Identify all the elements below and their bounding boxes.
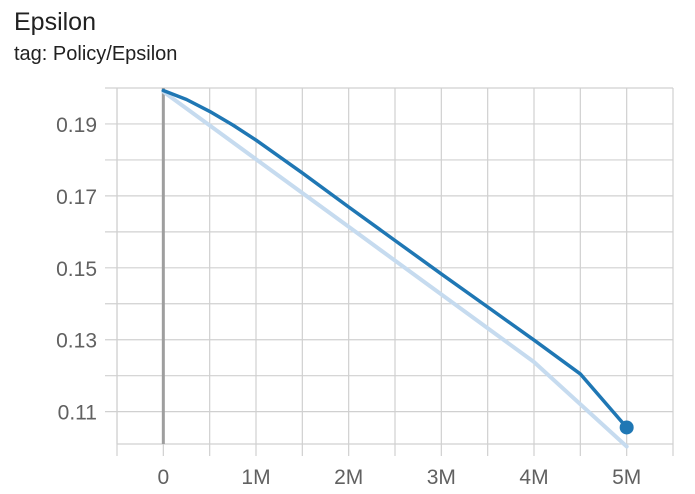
x-tick-label: 4M: [519, 466, 548, 489]
x-tick-label: 0: [157, 466, 169, 489]
y-tick-label: 0.17: [56, 186, 97, 209]
tick-labels: 0 1M 2M 3M 4M 5M 0.11 0.13 0.15 0.17 0.19: [56, 114, 641, 489]
chart-tag: tag: Policy/Epsilon: [14, 43, 178, 65]
chart-title: Epsilon: [14, 8, 96, 36]
x-tick-label: 3M: [427, 466, 456, 489]
x-tick-label: 2M: [334, 466, 363, 489]
x-tick-label: 1M: [241, 466, 270, 489]
y-tick-label: 0.11: [58, 402, 97, 425]
series-line-raw: [161, 89, 629, 449]
series-line-smoothed: [161, 88, 629, 430]
series-lines: [161, 88, 634, 449]
axes: [116, 88, 673, 445]
y-tick-label: 0.19: [56, 114, 97, 137]
x-tick-label: 5M: [612, 466, 641, 489]
end-point-marker: [619, 420, 634, 435]
grid-lines: [105, 87, 674, 456]
y-tick-label: 0.13: [56, 330, 97, 353]
y-tick-label: 0.15: [56, 258, 97, 281]
